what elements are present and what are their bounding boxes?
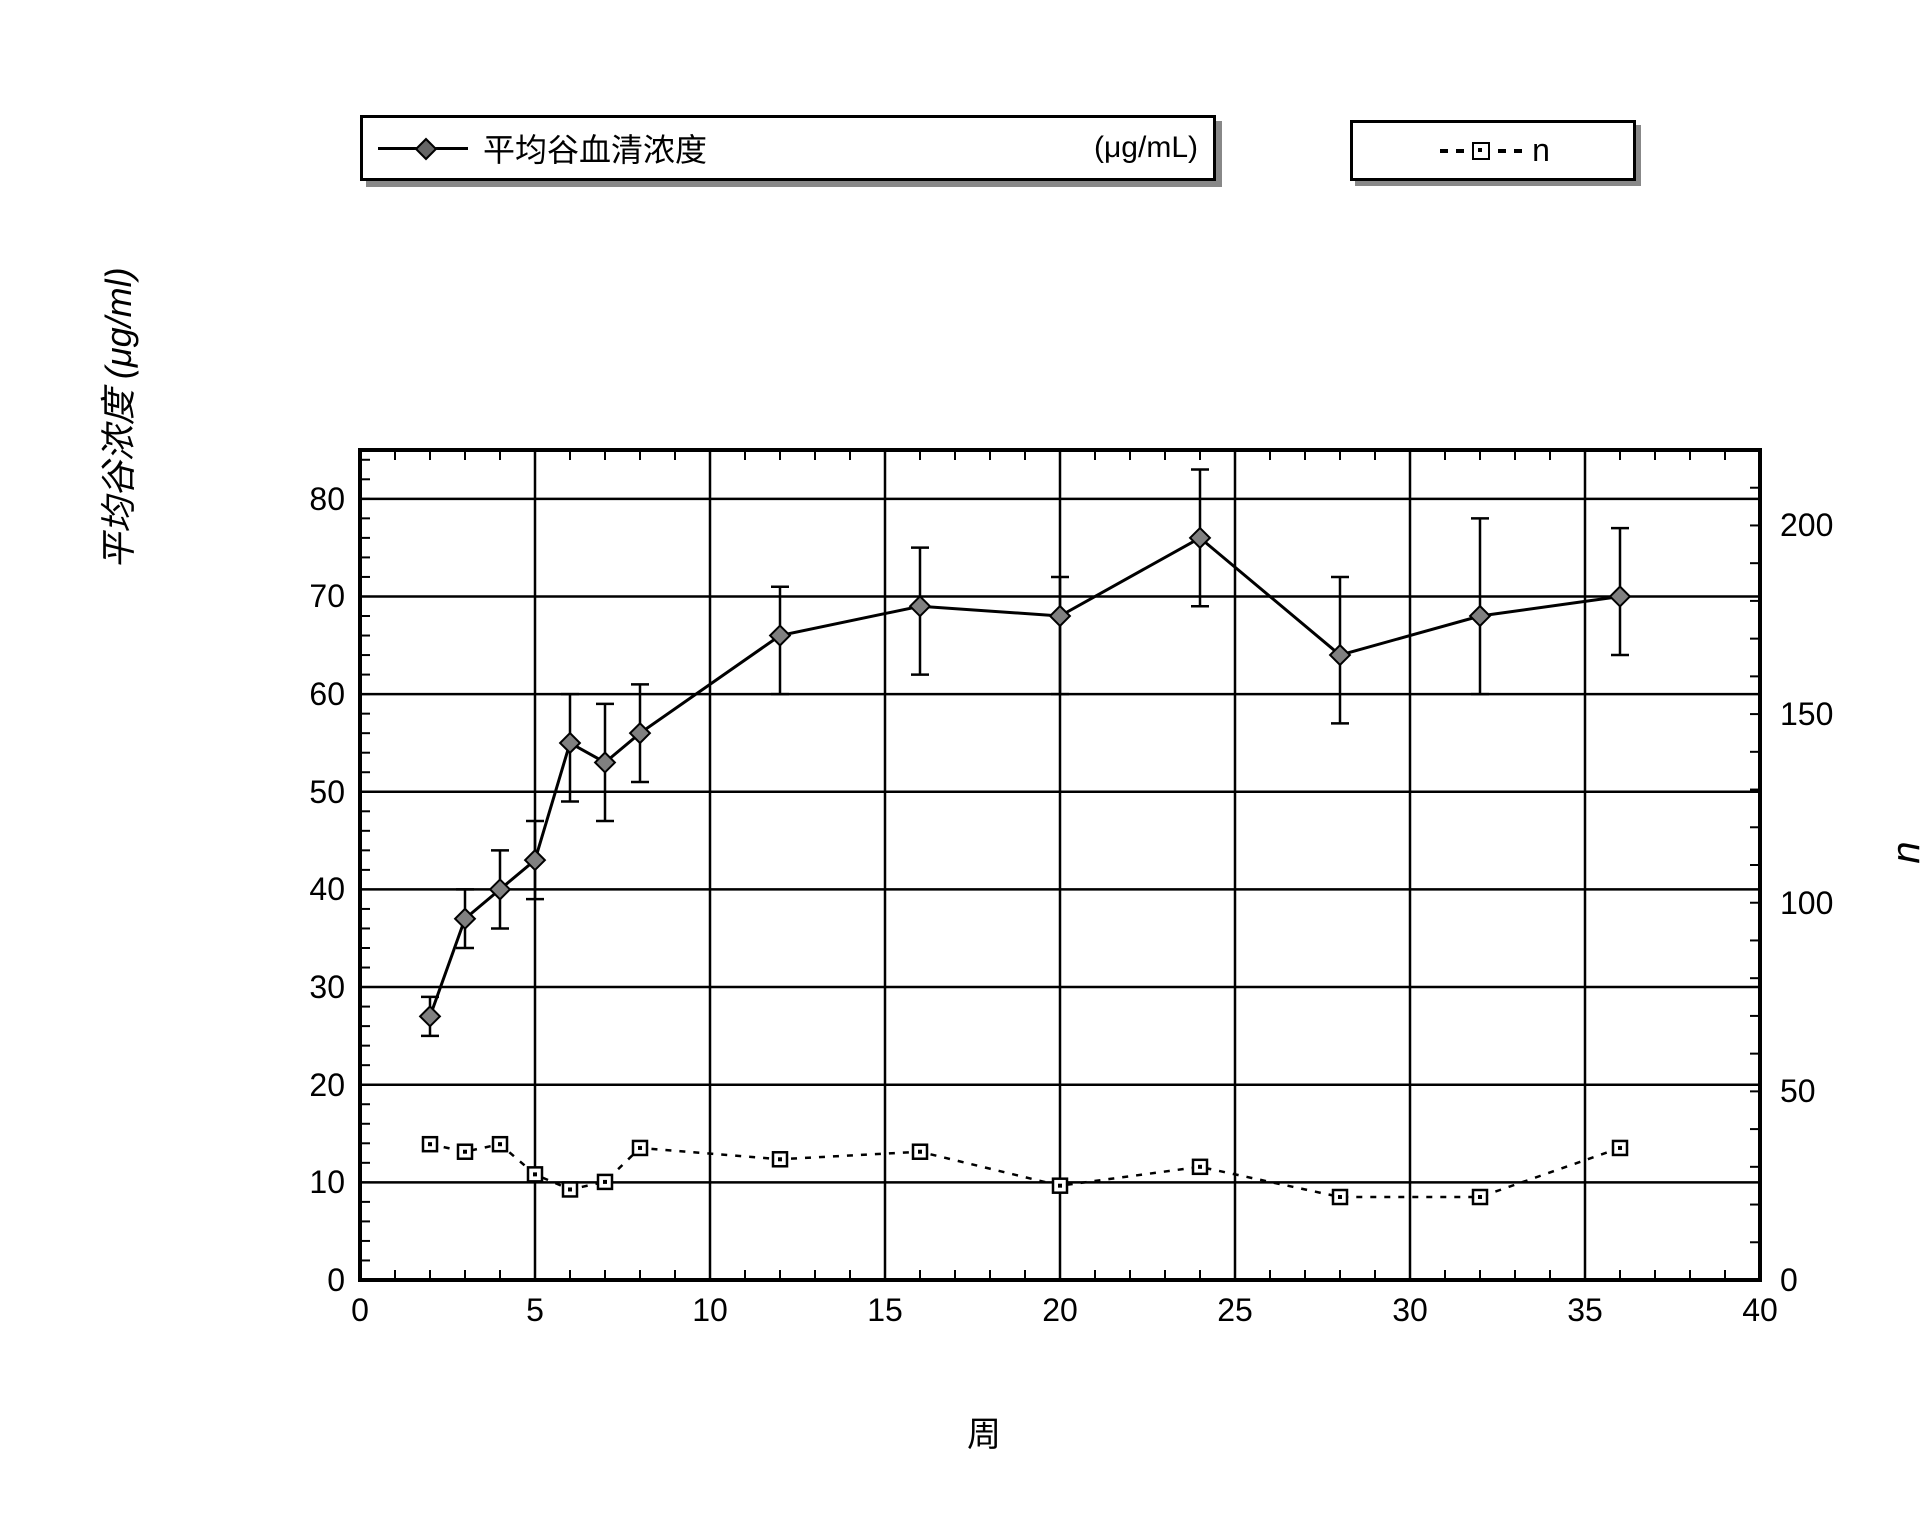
plot-svg bbox=[360, 450, 1760, 1280]
x-tick-label: 25 bbox=[1215, 1292, 1255, 1329]
plot-area bbox=[360, 450, 1760, 1280]
dash-icon bbox=[1514, 149, 1522, 153]
x-tick-label: 30 bbox=[1390, 1292, 1430, 1329]
y-left-tick-label: 50 bbox=[290, 774, 345, 811]
x-tick-label: 5 bbox=[515, 1292, 555, 1329]
y-right-tick-label: 100 bbox=[1780, 885, 1833, 922]
x-tick-label: 40 bbox=[1740, 1292, 1780, 1329]
y-right-tick-label: 50 bbox=[1780, 1073, 1816, 1110]
x-tick-label: 15 bbox=[865, 1292, 905, 1329]
y-right-tick-label: 0 bbox=[1780, 1262, 1798, 1299]
y-left-tick-label: 40 bbox=[290, 871, 345, 908]
y-axis-right-label: n bbox=[1884, 841, 1928, 863]
diamond-icon bbox=[415, 137, 438, 160]
x-tick-label: 35 bbox=[1565, 1292, 1605, 1329]
chart-container: 平均谷血清浓度 (μg/mL) n 平均谷浓度 (μg/ml) n 周 0 10 2… bbox=[20, 20, 1928, 1516]
y-left-tick-label: 70 bbox=[290, 578, 345, 615]
x-tick-label: 20 bbox=[1040, 1292, 1080, 1329]
legend-box-concentration: 平均谷血清浓度 (μg/mL) bbox=[360, 115, 1216, 181]
legend-box-n: n bbox=[1350, 120, 1636, 181]
y-left-tick-label: 80 bbox=[290, 481, 345, 518]
y-left-tick-label: 60 bbox=[290, 676, 345, 713]
legend-unit: (μg/mL) bbox=[1094, 131, 1198, 165]
legend-line-sample bbox=[378, 147, 468, 150]
square-icon bbox=[1472, 142, 1490, 160]
y-axis-left-label: 平均谷浓度 (μg/ml) bbox=[90, 267, 142, 569]
y-left-tick-label: 10 bbox=[290, 1164, 345, 1201]
y-left-tick-label: 0 bbox=[290, 1262, 345, 1299]
dash-icon bbox=[1456, 149, 1464, 153]
y-left-tick-label: 20 bbox=[290, 1067, 345, 1104]
y-right-tick-label: 150 bbox=[1780, 696, 1833, 733]
legend-label-n: n bbox=[1532, 132, 1550, 169]
x-tick-label: 0 bbox=[340, 1292, 380, 1329]
y-right-tick-label: 200 bbox=[1780, 507, 1833, 544]
dash-icon bbox=[1440, 149, 1448, 153]
x-tick-label: 10 bbox=[690, 1292, 730, 1329]
x-axis-label: 周 bbox=[967, 1407, 1001, 1456]
dash-icon bbox=[1498, 149, 1506, 153]
y-left-tick-label: 30 bbox=[290, 969, 345, 1006]
legend-label-concentration: 平均谷血清浓度 bbox=[483, 125, 707, 171]
